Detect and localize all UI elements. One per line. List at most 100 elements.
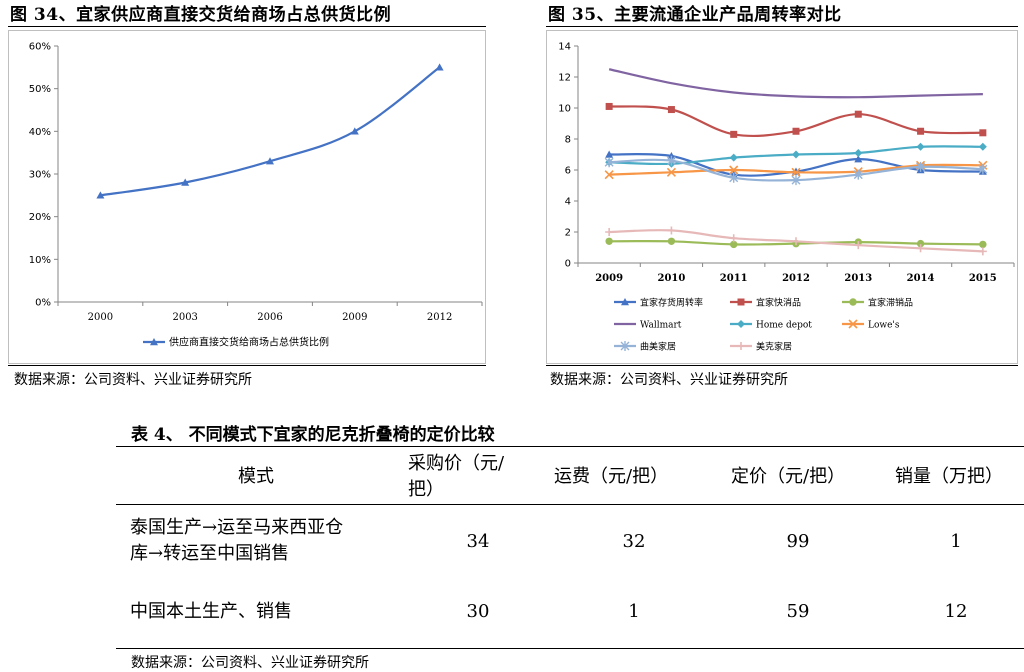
- data-point: [792, 150, 800, 159]
- data-point: [792, 127, 800, 135]
- y-tick-label: 30%: [29, 170, 51, 181]
- data-point: [854, 155, 863, 163]
- x-tick-label: 2006: [257, 312, 282, 323]
- data-point: [605, 237, 613, 245]
- table-top-rule: [116, 446, 1024, 447]
- data-point: [791, 175, 801, 186]
- legend-label: 曲美家居: [640, 341, 676, 353]
- data-point: [854, 148, 863, 157]
- table-header-freight: 运费（元/把）: [554, 466, 669, 487]
- left-figure-source: 数据来源：公司资料、兴业证券研究所: [14, 372, 252, 388]
- legend-label: 宜家存货周转率: [640, 297, 703, 309]
- legend-label: 宜家滞销品: [868, 297, 913, 309]
- data-point: [729, 153, 738, 162]
- table-row-1-mode-line1: 泰国生产→运至马来西亚仓: [130, 517, 344, 538]
- x-tick-label: 2010: [658, 273, 686, 284]
- table-row-2-price: 30: [466, 601, 490, 622]
- data-point: [916, 244, 925, 253]
- data-point: [791, 167, 801, 177]
- series-line: [608, 68, 983, 99]
- data-point: [667, 152, 676, 160]
- data-point: [729, 234, 738, 243]
- table-row-1-volume: 1: [950, 531, 962, 552]
- table-header-list-price: 定价（元/把）: [731, 466, 846, 487]
- legend-item-1: 宜家存货周转率: [614, 297, 703, 309]
- table-row-2-volume: 12: [944, 601, 968, 622]
- y-tick-label: 40%: [29, 127, 51, 138]
- data-point: [917, 127, 925, 135]
- x-tick-label: 2009: [342, 312, 367, 323]
- y-tick-label: 2: [565, 228, 571, 239]
- legend-swatch-marker: [737, 298, 745, 306]
- y-tick-label: 14: [558, 42, 571, 53]
- x-tick-label: 2009: [595, 273, 623, 284]
- table-row-1-list-price: 99: [786, 531, 810, 552]
- legend-label: 美克家居: [756, 341, 792, 353]
- legend-swatch-marker: [620, 341, 630, 351]
- left-figure-title: 图 34、宜家供应商直接交货给商场占总供货比例: [10, 5, 392, 25]
- legend-label: Wallmart: [640, 321, 682, 331]
- table-row-1-mode-line2: 库→转运至中国销售: [130, 543, 290, 564]
- right-chart: 0 2 4 6 8 10 12 14 2009 2010 2011 2012 2013 2014 2015 宜…: [546, 30, 1018, 364]
- series-7: [604, 155, 988, 186]
- left-title-rule: [8, 26, 486, 27]
- table-row-1-price: 34: [466, 531, 490, 552]
- data-point: [854, 110, 862, 118]
- right-title-rule: [546, 26, 1018, 27]
- data-point: [667, 106, 675, 114]
- pricing-table: 模式 采购价（元/ 把） 运费（元/把） 定价（元/把） 销量（万把） 泰国生产…: [116, 446, 1024, 646]
- right-chart-svg: 0 2 4 6 8 10 12 14 2009 2010 2011 2012 2013 2014 2015 宜…: [546, 30, 1018, 364]
- left-chart-svg: 0% 10% 20% 30% 40% 50% 60% 2000 2003 2006 2009 2012…: [8, 30, 486, 364]
- x-tick-label: 2003: [172, 312, 197, 323]
- series-4: [608, 68, 983, 99]
- table-header-price-line2: 把）: [408, 479, 444, 500]
- chart-frame: [546, 30, 1018, 364]
- table-row-2-mode: 中国本土生产、销售: [130, 601, 292, 622]
- y-tick-label: 10: [558, 104, 571, 115]
- legend-swatch-marker: [150, 338, 158, 346]
- legend-label: Lowe's: [868, 321, 900, 331]
- left-source-rule: [8, 365, 486, 366]
- legend-item-5: Home depot: [730, 320, 812, 331]
- data-point: [266, 157, 274, 165]
- table-source: 数据来源：公司资料、兴业证券研究所: [131, 655, 369, 671]
- x-tick-label: 2011: [720, 273, 748, 284]
- table-row-1-mode: 泰国生产→运至马来西亚仓 库→转运至中国销售: [130, 515, 400, 567]
- data-point: [792, 237, 800, 246]
- x-tick-label: 2012: [782, 273, 810, 284]
- data-point: [979, 129, 987, 137]
- table-row-2-freight: 1: [628, 601, 640, 622]
- table-title: 表 4、 不同模式下宜家的尼克折叠椅的定价比较: [131, 425, 495, 445]
- x-tick-label: 2012: [427, 312, 452, 323]
- data-point: [854, 241, 863, 250]
- legend-swatch-marker: [848, 319, 858, 329]
- legend-item-3: 宜家滞销品: [842, 297, 913, 309]
- data-point: [667, 226, 676, 235]
- x-tick-label: 2014: [907, 273, 935, 284]
- chart-frame: [8, 30, 486, 364]
- y-tick-label: 10%: [29, 255, 51, 266]
- data-point: [916, 142, 925, 151]
- legend-swatch-marker: [737, 320, 745, 328]
- legend-item-8: 美克家居: [730, 341, 792, 353]
- data-point: [730, 240, 738, 249]
- legend-swatch-marker: [621, 298, 629, 306]
- table-header-volume: 销量（万把）: [895, 466, 1003, 487]
- y-tick-label: 0%: [35, 298, 51, 309]
- y-tick-label: 4: [565, 197, 571, 208]
- data-point: [666, 155, 676, 166]
- table-row-1-freight: 32: [622, 531, 646, 552]
- data-point: [666, 167, 676, 177]
- legend-swatch-marker: [737, 342, 745, 350]
- data-point: [181, 178, 190, 186]
- data-point: [916, 239, 925, 248]
- right-source-rule: [546, 365, 1018, 366]
- table-header-price: 采购价（元/ 把）: [408, 451, 548, 503]
- right-figure-source: 数据来源：公司资料、兴业证券研究所: [550, 372, 788, 388]
- data-point: [978, 142, 987, 151]
- table-header-rule: [116, 504, 1024, 505]
- data-point: [979, 240, 987, 249]
- data-point: [978, 164, 988, 175]
- data-point: [667, 237, 676, 245]
- legend-item-2: 宜家快消品: [730, 297, 801, 309]
